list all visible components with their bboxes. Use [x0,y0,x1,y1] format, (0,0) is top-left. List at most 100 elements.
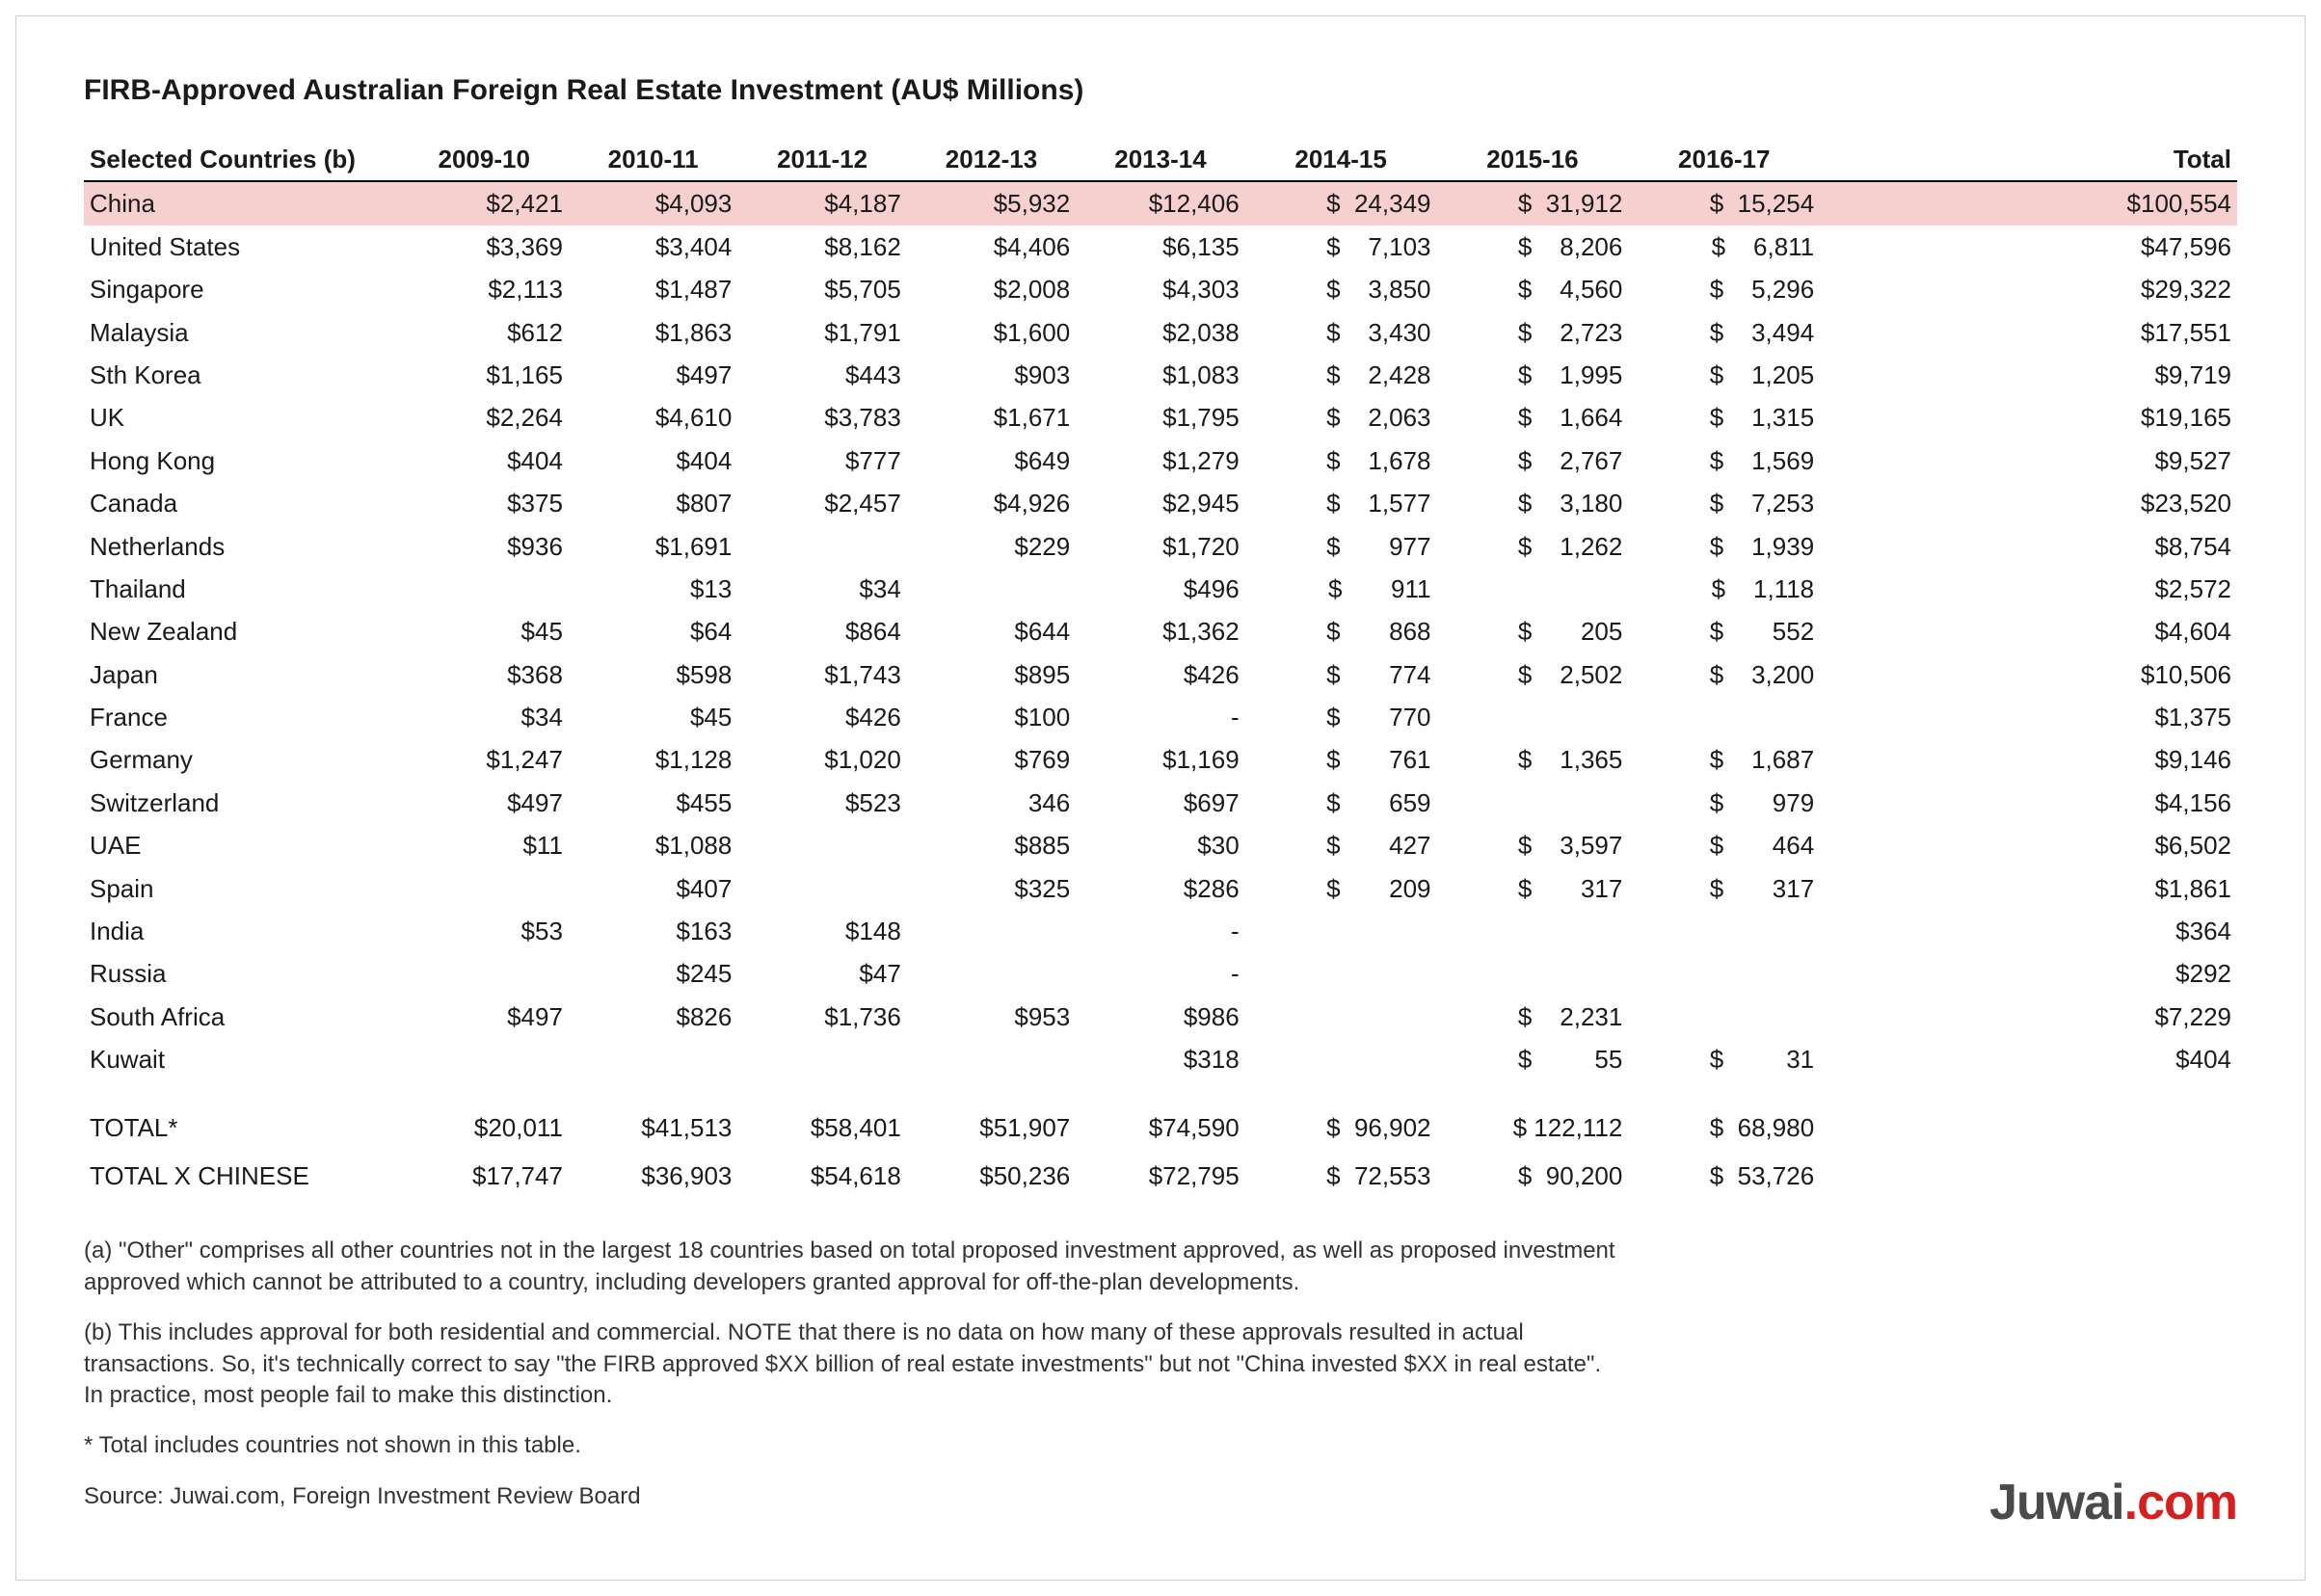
value-cell: $1,247 [399,738,568,781]
value-cell [1437,952,1629,995]
value-cell: $64 [569,610,737,652]
gap-cell [1820,952,2012,995]
value-cell: $5,705 [737,268,906,310]
value-cell: $ 4,560 [1437,268,1629,310]
value-cell: $ 55 [1437,1038,1629,1080]
country-cell: China [84,181,399,225]
country-cell: Hong Kong [84,439,399,482]
table-row: Thailand$13$34$496$ 911$ 1,118$2,572 [84,568,2237,610]
total-cell [2012,1081,2237,1149]
table-row: Russia$245$47-$292 [84,952,2237,995]
value-cell: $1,795 [1076,396,1244,439]
table-header-row: Selected Countries (b) 2009-10 2010-11 2… [84,138,2237,181]
total-label: TOTAL X CHINESE [84,1149,399,1197]
value-cell: $407 [569,867,737,910]
value-cell: $100 [907,696,1076,738]
value-cell [907,952,1076,995]
value-cell: $72,795 [1076,1149,1244,1197]
value-cell: $58,401 [737,1081,906,1149]
total-cell: $29,322 [2012,268,2237,310]
gap-cell [1820,482,2012,524]
value-cell: $ 317 [1437,867,1629,910]
country-cell: France [84,696,399,738]
value-cell: $ 53,726 [1628,1149,1820,1197]
col-header-year: 2015-16 [1437,138,1629,181]
value-cell: $ 3,430 [1245,311,1437,354]
col-header-year: 2014-15 [1245,138,1437,181]
value-cell: $375 [399,482,568,524]
value-cell: $404 [399,439,568,482]
table-row: Hong Kong$404$404$777$649$1,279$ 1,678$ … [84,439,2237,482]
total-cell: $19,165 [2012,396,2237,439]
col-header-year: 2010-11 [569,138,737,181]
value-cell: $ 659 [1245,782,1437,824]
value-cell [1245,952,1437,995]
value-cell: $697 [1076,782,1244,824]
gap-cell [1820,996,2012,1038]
total-cell: $8,754 [2012,525,2237,568]
value-cell: $936 [399,525,568,568]
total-cell: $9,719 [2012,354,2237,396]
value-cell: $777 [737,439,906,482]
value-cell [1245,910,1437,952]
value-cell: $2,945 [1076,482,1244,524]
value-cell: $426 [1076,653,1244,696]
value-cell [907,910,1076,952]
value-cell [1245,996,1437,1038]
value-cell: $ 761 [1245,738,1437,781]
footnote-a: (a) "Other" comprises all other countrie… [84,1236,1626,1298]
gap-cell [1820,1149,2012,1197]
gap-cell [1820,910,2012,952]
value-cell: $ 3,180 [1437,482,1629,524]
total-cell: $292 [2012,952,2237,995]
value-cell: $20,011 [399,1081,568,1149]
gap-cell [1820,696,2012,738]
value-cell [1628,910,1820,952]
total-label: TOTAL* [84,1081,399,1149]
value-cell: $ 770 [1245,696,1437,738]
table-row: France$34$45$426$100-$ 770$1,375 [84,696,2237,738]
value-cell: $245 [569,952,737,995]
col-header-year: 2012-13 [907,138,1076,181]
gap-cell [1820,181,2012,225]
col-header-year: 2016-17 [1628,138,1820,181]
value-cell: $17,747 [399,1149,568,1197]
total-cell: $47,596 [2012,226,2237,268]
country-cell: Russia [84,952,399,995]
col-header-year: 2009-10 [399,138,568,181]
total-cell [2012,1149,2237,1197]
value-cell: $1,487 [569,268,737,310]
value-cell: $8,162 [737,226,906,268]
value-cell: $3,783 [737,396,906,439]
value-cell: $ 5,296 [1628,268,1820,310]
value-cell: $ 2,502 [1437,653,1629,696]
value-cell [1437,782,1629,824]
value-cell: $ 8,206 [1437,226,1629,268]
value-cell: $895 [907,653,1076,696]
value-cell: 346 [907,782,1076,824]
value-cell: $497 [399,996,568,1038]
value-cell: $5,932 [907,181,1076,225]
value-cell: $ 31 [1628,1038,1820,1080]
value-cell [1437,910,1629,952]
gap-cell [1820,226,2012,268]
gap-cell [1820,738,2012,781]
value-cell: $1,736 [737,996,906,1038]
value-cell: $2,457 [737,482,906,524]
value-cell: $74,590 [1076,1081,1244,1149]
total-cell: $10,506 [2012,653,2237,696]
value-cell [1628,696,1820,738]
source-line: Source: Juwai.com, Foreign Investment Re… [84,1481,1626,1512]
value-cell: $1,362 [1076,610,1244,652]
value-cell: $953 [907,996,1076,1038]
value-cell: $325 [907,867,1076,910]
value-cell: $45 [569,696,737,738]
value-cell: $ 1,315 [1628,396,1820,439]
country-cell: Thailand [84,568,399,610]
value-cell: $4,406 [907,226,1076,268]
value-cell: $ 464 [1628,824,1820,866]
value-cell: $ 2,063 [1245,396,1437,439]
value-cell: $ 31,912 [1437,181,1629,225]
investment-table: Selected Countries (b) 2009-10 2010-11 2… [84,138,2237,1197]
value-cell: $ 1,687 [1628,738,1820,781]
